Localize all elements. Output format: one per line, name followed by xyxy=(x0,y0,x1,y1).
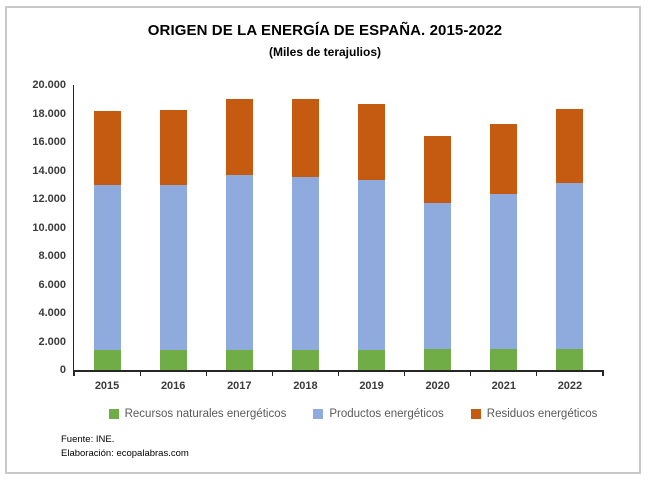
x-tick-mark xyxy=(73,371,75,376)
legend: Recursos naturales energéticos Productos… xyxy=(88,405,618,423)
x-tick-label-2017: 2017 xyxy=(227,380,252,392)
legend-swatch-residuos-icon xyxy=(470,409,481,419)
bar-segment-2020-recursos-naturales-energeticos xyxy=(424,349,452,370)
y-tick-label-0: 0 xyxy=(59,364,66,376)
legend-label-recursos-naturales: Recursos naturales energéticos xyxy=(124,408,287,420)
footer: Fuente: INE. Elaboración: ecopalabras.co… xyxy=(61,433,189,461)
y-tick-label-18-000: 18.000 xyxy=(32,107,66,120)
x-tick-mark xyxy=(205,371,207,376)
x-tick-mark xyxy=(602,371,604,376)
bar-segment-2021-residuos-energeticos xyxy=(490,124,518,194)
bar-segment-2017-recursos-naturales-energeticos xyxy=(225,350,253,370)
x-tick-label-2016: 2016 xyxy=(160,380,186,392)
y-axis-line xyxy=(72,85,74,372)
footer-elaboration: Elaboración: ecopalabras.com xyxy=(61,448,189,459)
bar-segment-2017-residuos-energeticos xyxy=(225,99,253,176)
y-tick-label-14-000: 14.000 xyxy=(32,164,66,177)
x-tick-mark xyxy=(271,371,273,376)
bar-segment-2017-productos-energeticos xyxy=(225,175,253,351)
y-tick-label-6-000: 6.000 xyxy=(38,278,66,291)
bar-segment-2020-residuos-energeticos xyxy=(424,135,452,203)
y-tick-label-16-000: 16.000 xyxy=(32,136,66,148)
legend-item-residuos: Residuos energéticos xyxy=(470,408,598,420)
bar-segment-2022-residuos-energeticos xyxy=(556,109,584,183)
bar-segment-2015-residuos-energeticos xyxy=(93,110,121,185)
y-tick-label-2-000: 2.000 xyxy=(38,335,66,348)
bar-segment-2015-recursos-naturales-energeticos xyxy=(93,350,121,370)
bar-segment-2020-productos-energeticos xyxy=(424,202,452,350)
x-tick-label-2021: 2021 xyxy=(491,380,517,392)
bar-segment-2016-residuos-energeticos xyxy=(159,109,187,185)
bar-segment-2018-residuos-energeticos xyxy=(291,99,319,177)
chart-title: ORIGEN DE LA ENERGÍA DE ESPAÑA. 2015-202… xyxy=(147,22,503,39)
legend-label-residuos: Residuos energéticos xyxy=(486,408,598,420)
bar-segment-2019-productos-energeticos xyxy=(358,180,386,351)
legend-swatch-productos-icon xyxy=(313,409,324,419)
bar-segment-2019-recursos-naturales-energeticos xyxy=(358,350,386,370)
x-tick-mark xyxy=(139,371,141,376)
y-tick-label-10-000: 10.000 xyxy=(32,221,66,234)
x-tick-label-2018: 2018 xyxy=(293,380,318,392)
x-tick-mark xyxy=(470,371,472,376)
x-axis-line xyxy=(72,370,604,372)
bar-segment-2022-recursos-naturales-energeticos xyxy=(556,349,584,370)
x-tick-label-2022: 2022 xyxy=(557,380,583,392)
bar-segment-2018-recursos-naturales-energeticos xyxy=(291,350,319,370)
y-tick-label-8-000: 8.000 xyxy=(38,250,66,262)
x-tick-label-2019: 2019 xyxy=(359,380,384,392)
bar-segment-2021-recursos-naturales-energeticos xyxy=(490,349,518,370)
bar-segment-2019-residuos-energeticos xyxy=(358,103,386,181)
x-tick-label-2015: 2015 xyxy=(94,380,120,392)
legend-item-productos: Productos energéticos xyxy=(313,408,444,420)
chart-subtitle: (Miles de terajulios) xyxy=(268,45,382,59)
bar-segment-2016-productos-energeticos xyxy=(159,184,187,351)
x-tick-mark xyxy=(337,371,340,376)
legend-label-productos: Productos energéticos xyxy=(329,408,444,420)
legend-swatch-recursos-naturales-icon xyxy=(108,409,119,419)
x-tick-mark xyxy=(404,371,406,376)
bar-segment-2022-productos-energeticos xyxy=(556,182,584,350)
bar-segment-2018-productos-energeticos xyxy=(291,176,319,351)
y-tick-label-4-000: 4.000 xyxy=(38,307,66,319)
bar-segment-2021-productos-energeticos xyxy=(490,194,518,350)
footer-source: Fuente: INE. xyxy=(61,434,115,445)
bar-segment-2015-productos-energeticos xyxy=(93,184,121,351)
bar-segment-2016-recursos-naturales-energeticos xyxy=(159,350,187,370)
y-tick-label-12-000: 12.000 xyxy=(32,193,66,205)
y-tick-label-20-000: 20.000 xyxy=(32,79,66,91)
legend-item-recursos-naturales: Recursos naturales energéticos xyxy=(108,408,287,420)
x-tick-label-2020: 2020 xyxy=(425,380,450,392)
x-tick-mark xyxy=(536,371,538,376)
